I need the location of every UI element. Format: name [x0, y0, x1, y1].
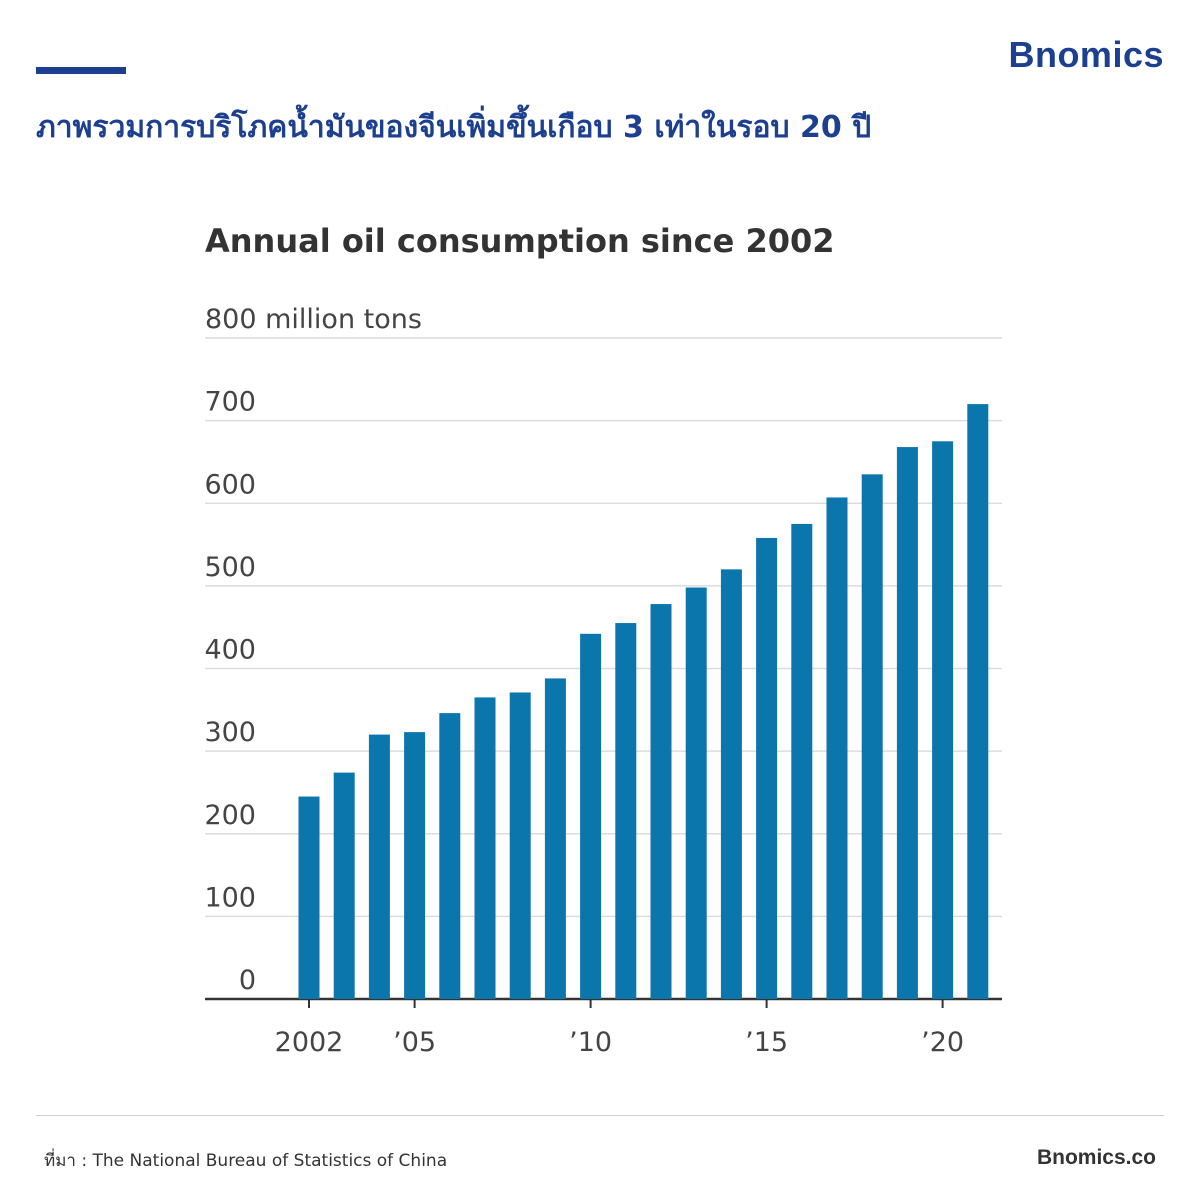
bar-2008 — [509, 692, 531, 999]
bar-2019 — [896, 447, 918, 999]
y-tick-label: 300 — [204, 717, 256, 748]
y-tick-label: 0 — [239, 965, 256, 996]
y-tick-label: 700 — [204, 387, 256, 418]
bar-2012 — [650, 604, 672, 999]
bar-2017 — [826, 497, 848, 999]
footer-divider — [36, 1115, 1164, 1116]
bars — [298, 404, 989, 1000]
bar-2004 — [368, 734, 390, 999]
bar-2020 — [932, 441, 954, 999]
bar-2010 — [580, 633, 602, 999]
bar-2005 — [404, 732, 426, 999]
x-tick-label: 2002 — [275, 1027, 344, 1058]
y-tick-label: 400 — [204, 635, 256, 666]
bar-2016 — [791, 523, 813, 999]
bar-2009 — [544, 678, 566, 999]
brand-logo: Bnomics — [1008, 34, 1164, 75]
chart-title: Annual oil consumption since 2002 — [205, 222, 835, 260]
bar-2021 — [967, 404, 989, 1000]
bar-2002 — [298, 796, 320, 999]
y-axis-unit-label: 800 million tons — [205, 304, 422, 335]
bar-2018 — [861, 474, 883, 999]
bar-2014 — [720, 569, 742, 999]
bar-2013 — [685, 587, 707, 999]
source-note: ที่มา : The National Bureau of Statistic… — [44, 1151, 448, 1171]
y-tick-label: 100 — [204, 882, 256, 913]
y-tick-label: 600 — [204, 469, 256, 500]
bar-2011 — [615, 623, 637, 999]
y-tick-label: 200 — [204, 800, 256, 831]
x-tick-label: ’15 — [745, 1027, 788, 1058]
accent-bar — [36, 67, 126, 74]
tick-labels: 0 100 200 300 400 500 600 700 800 million tons 20… — [204, 304, 964, 1058]
bar-2006 — [439, 713, 461, 999]
bar-2003 — [333, 772, 355, 999]
bar-2015 — [756, 537, 778, 999]
bar-2007 — [474, 697, 496, 999]
x-tick-label: ’05 — [393, 1027, 436, 1058]
x-tick-label: ’20 — [921, 1027, 964, 1058]
site-link[interactable]: Bnomics.co — [1036, 1146, 1156, 1169]
headline: ภาพรวมการบริโภคน้ำมันของจีนเพิ่มขึ้นเกือ… — [36, 110, 872, 145]
y-tick-label: 500 — [204, 552, 256, 583]
x-tick-label: ’10 — [569, 1027, 612, 1058]
